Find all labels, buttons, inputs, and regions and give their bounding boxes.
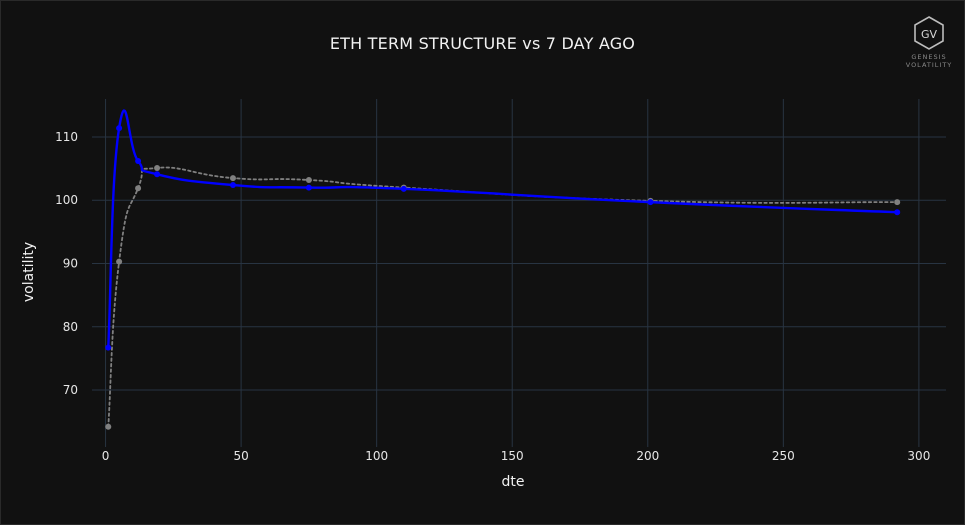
series-7-day-ago-point bbox=[105, 423, 112, 430]
x-tick-labels: 0 50 100 150 200 250 300 bbox=[102, 449, 931, 463]
logo-line2: VOLATILITY bbox=[905, 61, 953, 69]
logo-line1: GENESIS bbox=[911, 53, 947, 61]
chart-title: ETH TERM STRUCTURE vs 7 DAY AGO bbox=[329, 34, 636, 53]
x-tick-label: 250 bbox=[772, 449, 795, 463]
series-7-day-ago-point bbox=[135, 185, 142, 192]
y-tick-labels: 70 80 90 100 110 bbox=[55, 130, 78, 397]
y-tick-label: 110 bbox=[55, 130, 78, 144]
x-axis-title: dte bbox=[502, 474, 525, 490]
series-7-day-ago-line bbox=[107, 166, 899, 428]
series-current-point bbox=[400, 185, 407, 192]
x-tick-label: 150 bbox=[501, 449, 524, 463]
logo-text: GV bbox=[921, 28, 938, 41]
series-current-point bbox=[647, 199, 654, 206]
series-lines bbox=[107, 109, 899, 428]
series-7-day-ago-point bbox=[894, 199, 901, 206]
series-markers bbox=[105, 125, 901, 430]
series-current-point bbox=[229, 182, 236, 189]
series-current-point bbox=[105, 344, 112, 351]
y-tick-label: 100 bbox=[55, 193, 78, 207]
y-axis-title: volatility bbox=[21, 242, 37, 302]
x-tick-label: 100 bbox=[365, 449, 388, 463]
y-tick-label: 80 bbox=[63, 320, 78, 334]
x-tick-label: 0 bbox=[102, 449, 110, 463]
x-tick-label: 300 bbox=[907, 449, 930, 463]
x-tick-label: 200 bbox=[636, 449, 659, 463]
series-current-point bbox=[894, 209, 901, 216]
y-tick-label: 90 bbox=[63, 257, 78, 271]
series-current-line bbox=[107, 109, 899, 349]
hexagon-logo-icon: GV bbox=[914, 16, 944, 50]
series-current-point bbox=[116, 125, 123, 132]
series-7-day-ago-point bbox=[305, 176, 312, 183]
series-current-point bbox=[305, 184, 312, 191]
x-tick-label: 50 bbox=[233, 449, 248, 463]
series-current-point bbox=[135, 158, 142, 165]
series-7-day-ago-point bbox=[154, 164, 161, 171]
series-7-day-ago-point bbox=[116, 258, 123, 265]
grid-lines bbox=[92, 99, 946, 447]
genesis-volatility-logo: GV GENESIS VOLATILITY bbox=[896, 14, 962, 70]
series-current-point bbox=[154, 171, 161, 178]
series-7-day-ago-point bbox=[229, 175, 236, 182]
y-tick-label: 70 bbox=[63, 383, 78, 397]
